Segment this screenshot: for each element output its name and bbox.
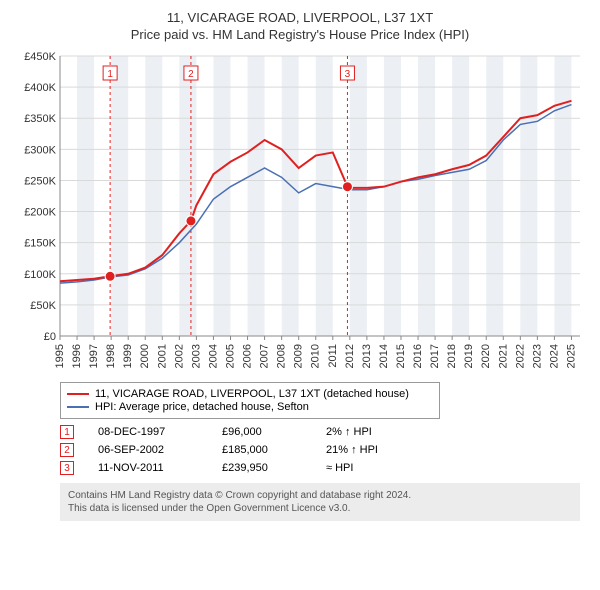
svg-text:£300K: £300K [24, 144, 56, 156]
svg-text:3: 3 [345, 69, 351, 80]
svg-text:£250K: £250K [24, 175, 56, 187]
title-sub: Price paid vs. HM Land Registry's House … [10, 27, 590, 42]
svg-text:2022: 2022 [514, 344, 526, 368]
legend-row-property: 11, VICARAGE ROAD, LIVERPOOL, L37 1XT (d… [67, 388, 433, 400]
chart-title-block: 11, VICARAGE ROAD, LIVERPOOL, L37 1XT Pr… [10, 10, 590, 42]
svg-text:1997: 1997 [88, 344, 100, 368]
footer-line2: This data is licensed under the Open Gov… [68, 502, 572, 515]
svg-text:£50K: £50K [30, 300, 56, 312]
svg-text:2008: 2008 [276, 344, 288, 368]
svg-text:£450K: £450K [24, 51, 56, 63]
event-delta: ≈ HPI [326, 462, 353, 474]
svg-text:2015: 2015 [395, 344, 407, 368]
legend-swatch-property [67, 393, 89, 395]
svg-text:2005: 2005 [224, 344, 236, 368]
svg-text:2019: 2019 [463, 344, 475, 368]
svg-text:2004: 2004 [207, 344, 219, 368]
svg-text:2017: 2017 [429, 344, 441, 368]
svg-text:2023: 2023 [531, 344, 543, 368]
svg-text:2006: 2006 [242, 344, 254, 368]
svg-text:1: 1 [107, 69, 113, 80]
legend-label-hpi: HPI: Average price, detached house, Seft… [95, 401, 309, 413]
svg-text:£200K: £200K [24, 207, 56, 219]
svg-text:2018: 2018 [446, 344, 458, 368]
svg-text:2013: 2013 [361, 344, 373, 368]
svg-text:£100K: £100K [24, 269, 56, 281]
footer-line1: Contains HM Land Registry data © Crown c… [68, 489, 572, 502]
legend-swatch-hpi [67, 406, 89, 408]
svg-text:2: 2 [188, 69, 194, 80]
event-price: £185,000 [222, 444, 302, 456]
svg-text:2003: 2003 [190, 344, 202, 368]
svg-text:2025: 2025 [565, 344, 577, 368]
svg-text:2020: 2020 [480, 344, 492, 368]
event-price: £96,000 [222, 426, 302, 438]
svg-text:2024: 2024 [548, 344, 560, 368]
event-date: 06-SEP-2002 [98, 444, 198, 456]
table-row: 2 06-SEP-2002 £185,000 21% ↑ HPI [60, 443, 590, 457]
event-marker-icon: 1 [60, 425, 74, 439]
svg-text:1995: 1995 [54, 344, 66, 368]
svg-text:2011: 2011 [327, 344, 339, 368]
events-table: 1 08-DEC-1997 £96,000 2% ↑ HPI 2 06-SEP-… [60, 425, 590, 475]
chart-container: £0 £50K £100K £150K £200K £250K £300K £350K £400… [10, 48, 590, 378]
title-main: 11, VICARAGE ROAD, LIVERPOOL, L37 1XT [10, 10, 590, 25]
svg-text:2009: 2009 [293, 344, 305, 368]
event-delta: 2% ↑ HPI [326, 426, 372, 438]
svg-text:1998: 1998 [105, 344, 117, 368]
event-marker-icon: 2 [60, 443, 74, 457]
svg-text:2010: 2010 [310, 344, 322, 368]
table-row: 3 11-NOV-2011 £239,950 ≈ HPI [60, 461, 590, 475]
svg-text:£150K: £150K [24, 238, 56, 250]
svg-text:2012: 2012 [344, 344, 356, 368]
svg-text:1999: 1999 [122, 344, 134, 368]
svg-text:1996: 1996 [71, 344, 83, 368]
svg-text:£350K: £350K [24, 113, 56, 125]
svg-text:2007: 2007 [259, 344, 271, 368]
table-row: 1 08-DEC-1997 £96,000 2% ↑ HPI [60, 425, 590, 439]
svg-text:2002: 2002 [173, 344, 185, 368]
svg-text:2000: 2000 [139, 344, 151, 368]
svg-text:£0: £0 [44, 331, 56, 343]
event-date: 11-NOV-2011 [98, 462, 198, 474]
svg-text:2014: 2014 [378, 344, 390, 368]
event-date: 08-DEC-1997 [98, 426, 198, 438]
legend-row-hpi: HPI: Average price, detached house, Seft… [67, 401, 433, 413]
footer-licence: Contains HM Land Registry data © Crown c… [60, 483, 580, 521]
svg-text:£400K: £400K [24, 82, 56, 94]
event-price: £239,950 [222, 462, 302, 474]
svg-text:2001: 2001 [156, 344, 168, 368]
line-chart: £0 £50K £100K £150K £200K £250K £300K £350K £400… [10, 48, 590, 378]
legend: 11, VICARAGE ROAD, LIVERPOOL, L37 1XT (d… [60, 382, 440, 419]
legend-label-property: 11, VICARAGE ROAD, LIVERPOOL, L37 1XT (d… [95, 388, 409, 400]
svg-text:2021: 2021 [497, 344, 509, 368]
event-delta: 21% ↑ HPI [326, 444, 378, 456]
event-marker-icon: 3 [60, 461, 74, 475]
svg-text:2016: 2016 [412, 344, 424, 368]
